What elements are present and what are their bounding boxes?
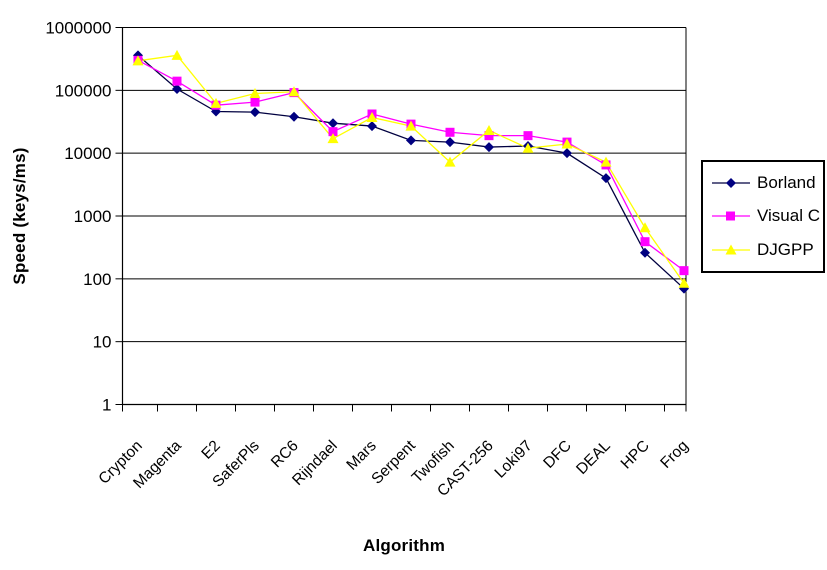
marker-borland-twofish [445,137,455,148]
marker-djgpp-saferpls [249,88,261,99]
marker-borland-hpc [640,247,650,258]
x-category-label: Serpent [368,437,419,488]
marker-visual-c-hpc [640,237,650,247]
legend-label-visual-c: Visual C [757,206,820,226]
marker-borland-cast-256 [484,142,494,153]
y-tick-label: 1000 [74,207,112,226]
marker-visual-c-magenta [172,76,182,86]
marker-borland-serpent [406,135,416,146]
y-tick-label: 10000 [64,144,111,163]
marker-borland-deal [601,173,611,184]
triangle-icon [712,244,750,255]
marker-djgpp-frog [678,277,690,288]
marker-djgpp-twofish [444,156,456,167]
x-axis-title: Algorithm [362,536,446,555]
marker-visual-c-cast-256 [484,131,494,141]
marker-djgpp-magenta [171,49,183,60]
marker-borland-saferpls [250,107,260,118]
legend-label-borland: Borland [757,172,816,192]
marker-visual-c-loki97 [523,131,533,141]
marker-djgpp-rijndael [327,133,339,144]
x-category-label: Loki97 [492,437,536,481]
marker-djgpp-rc6 [288,86,300,97]
diamond-icon [712,177,750,188]
x-category-label: E2 [198,437,223,462]
marker-djgpp-loki97 [522,142,534,153]
legend: Borland Visual C DJGPP [701,160,825,273]
marker-djgpp-hpc [639,222,651,233]
marker-visual-c-frog [679,266,689,276]
x-category-label: HPC [618,437,653,472]
x-category-label: Frog [657,437,692,472]
x-category-label: RC6 [268,437,302,471]
marker-djgpp-e2 [210,97,222,108]
x-category-label: DEAL [573,437,614,478]
marker-djgpp-deal [600,156,612,167]
legend-item-djgpp: DJGPP [712,240,821,260]
marker-borland-rc6 [289,111,299,122]
marker-djgpp-dfc [561,138,573,149]
marker-borland-mars [367,121,377,132]
marker-djgpp-cast-256 [483,124,495,135]
y-tick-label: 1 [102,396,111,415]
legend-label-djgpp: DJGPP [757,240,814,260]
x-category-label: DFC [540,437,575,472]
marker-djgpp-crypton [132,55,144,66]
y-axis-title: Speed (keys/ms) [10,147,29,285]
x-category-label: Mars [343,437,380,474]
marker-djgpp-serpent [405,120,417,131]
marker-borland-dfc [562,148,572,159]
y-tick-label: 100000 [55,81,112,100]
legend-item-visual-c: Visual C [712,206,821,226]
y-tick-label: 10 [93,333,112,352]
square-icon [712,211,750,221]
marker-visual-c-twofish [445,127,455,137]
marker-visual-c-saferpls [250,97,260,107]
y-tick-label: 100 [83,270,111,289]
y-tick-label: 1000000 [45,19,111,38]
marker-borland-rijndael [328,118,338,129]
marker-djgpp-mars [366,111,378,122]
legend-item-borland: Borland [712,173,821,193]
marker-borland-magenta [172,84,182,95]
marker-visual-c-rijndael [328,127,338,137]
